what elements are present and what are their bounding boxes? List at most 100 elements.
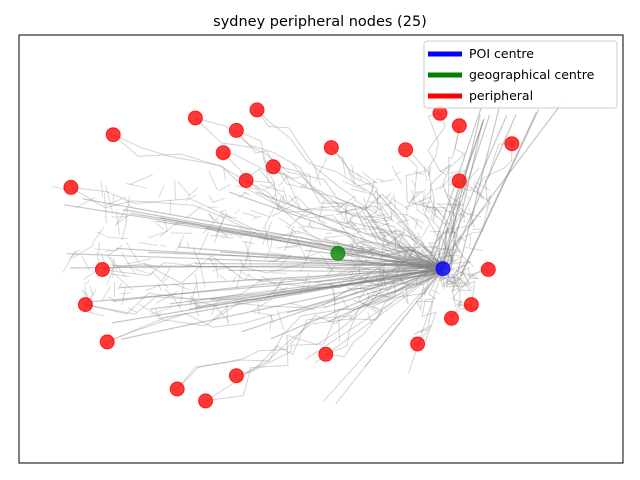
road-segment <box>272 253 287 263</box>
road-segment <box>396 240 407 257</box>
road-segment <box>453 202 470 216</box>
road-segment <box>215 298 224 303</box>
road-path <box>413 268 444 345</box>
road-segment <box>289 302 315 311</box>
road-segment <box>367 312 373 325</box>
road-path <box>107 262 444 343</box>
road-segment <box>68 249 80 260</box>
road-segment <box>257 237 271 241</box>
road-segment <box>81 256 91 271</box>
road-segment <box>108 296 118 303</box>
road-segment <box>156 220 441 267</box>
road-segment <box>198 231 210 253</box>
road-segment <box>66 253 441 269</box>
road-segment <box>410 188 427 202</box>
road-segment <box>411 179 416 187</box>
road-segment <box>442 226 453 235</box>
road-segment <box>269 252 285 256</box>
road-segment <box>314 268 444 364</box>
road-segment <box>402 215 409 226</box>
road-segment <box>122 208 445 267</box>
road-segment <box>404 244 411 260</box>
road-segment <box>325 232 332 234</box>
road-segment <box>244 240 253 268</box>
road-segment <box>458 277 464 280</box>
road-segment <box>88 311 105 317</box>
road-segment <box>405 206 408 213</box>
peripheral-point <box>451 118 467 134</box>
road-segment <box>277 310 285 330</box>
road-segment <box>240 270 264 285</box>
road-segment <box>352 231 361 236</box>
road-segment <box>413 237 416 248</box>
road-segment <box>444 189 453 206</box>
road-segment <box>368 281 383 286</box>
road-segment <box>381 262 386 287</box>
geographical-centre-point <box>330 245 346 261</box>
road-segment <box>447 254 450 261</box>
road-segment <box>424 205 443 213</box>
road-segment <box>212 306 229 320</box>
road-segment <box>379 302 393 313</box>
road-segment <box>411 236 419 240</box>
road-path <box>223 152 444 270</box>
road-segment <box>62 250 76 273</box>
road-segment <box>383 278 386 285</box>
road-segment <box>352 170 356 184</box>
road-path <box>427 112 452 269</box>
road-path <box>85 261 444 315</box>
road-segment <box>304 181 309 189</box>
road-segment <box>336 202 344 220</box>
road-network <box>51 98 564 405</box>
road-segment <box>420 249 430 255</box>
road-segment <box>119 268 445 289</box>
road-segment <box>112 263 444 302</box>
road-segment <box>300 247 313 272</box>
road-segment <box>186 241 190 249</box>
road-segment <box>260 275 277 286</box>
road-segment <box>159 221 180 238</box>
road-segment <box>453 275 461 286</box>
road-segment <box>323 269 445 309</box>
road-segment <box>258 277 282 282</box>
road-segment <box>462 209 465 223</box>
road-path <box>256 109 444 270</box>
road-segment <box>208 259 219 262</box>
road-segment <box>244 273 251 280</box>
road-segment <box>338 265 356 274</box>
road-segment <box>251 298 273 312</box>
road-segment <box>209 213 215 222</box>
road-segment <box>271 193 277 200</box>
road-segment <box>423 98 485 276</box>
road-path <box>398 149 453 269</box>
road-segment <box>105 196 127 206</box>
road-segment <box>451 274 459 288</box>
road-segment <box>105 184 113 212</box>
road-segment <box>351 290 360 295</box>
road-segment <box>288 208 309 228</box>
road-segment <box>341 224 356 230</box>
road-segment <box>192 247 200 264</box>
road-segment <box>266 170 276 183</box>
road-segment <box>414 190 422 194</box>
road-segment <box>185 194 197 202</box>
road-segment <box>295 237 308 261</box>
road-path <box>442 125 466 269</box>
road-segment <box>393 192 396 210</box>
road-segment <box>417 201 432 205</box>
road-segment <box>424 271 438 274</box>
road-segment <box>454 258 470 274</box>
road-segment <box>404 272 423 285</box>
road-segment <box>387 191 392 199</box>
road-segment <box>186 187 199 198</box>
road-segment <box>419 243 433 254</box>
road-segment <box>215 213 227 237</box>
road-segment <box>120 270 444 340</box>
road-segment <box>430 247 451 254</box>
road-segment <box>208 195 215 204</box>
road-segment <box>179 246 444 269</box>
chart-title: sydney peripheral nodes (25) <box>213 14 427 30</box>
road-segment <box>253 311 273 316</box>
road-segment <box>439 170 447 176</box>
road-segment <box>211 306 215 316</box>
